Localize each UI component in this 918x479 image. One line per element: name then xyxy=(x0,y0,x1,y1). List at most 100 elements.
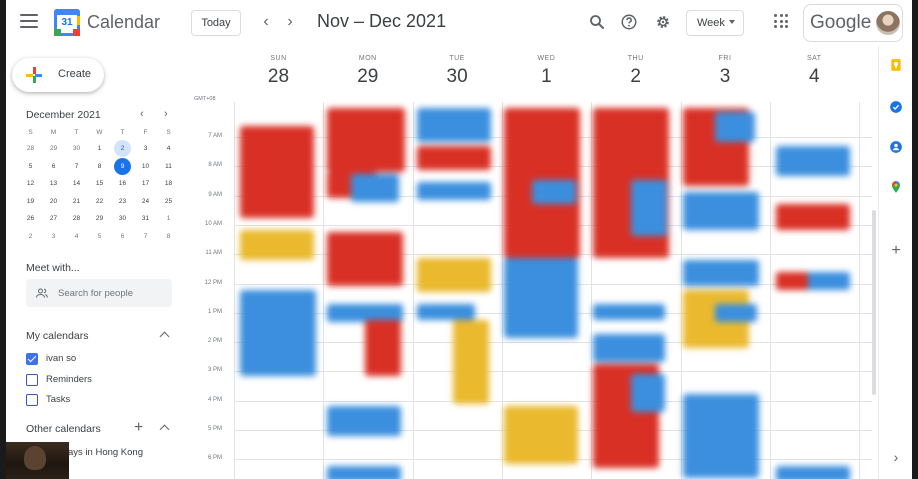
day-header[interactable]: TUE 30 xyxy=(413,55,502,88)
event-block[interactable] xyxy=(240,290,316,376)
calendar-item-label[interactable]: ays in Hong Kong xyxy=(68,447,143,458)
collapse-my-calendars-icon[interactable] xyxy=(159,331,170,342)
event-block[interactable] xyxy=(631,180,668,236)
mini-day[interactable]: 26 xyxy=(26,215,35,222)
mini-day[interactable]: 30 xyxy=(118,215,127,222)
mini-day[interactable]: 16 xyxy=(118,180,127,187)
event-block[interactable] xyxy=(452,320,489,404)
day-header[interactable]: FRI 3 xyxy=(681,55,770,88)
day-header[interactable]: WED 1 xyxy=(502,55,591,88)
mini-day[interactable]: 19 xyxy=(26,197,35,205)
week-grid[interactable] xyxy=(234,102,872,479)
calendar-item[interactable]: Tasks xyxy=(26,393,176,409)
mini-day[interactable]: 10 xyxy=(141,162,150,170)
mini-day[interactable]: 21 xyxy=(72,197,81,205)
mini-day[interactable]: 29 xyxy=(95,215,104,222)
mini-day[interactable]: 2 xyxy=(28,232,33,240)
contacts-icon[interactable] xyxy=(889,140,903,154)
event-block[interactable] xyxy=(327,466,402,479)
event-block[interactable] xyxy=(416,146,491,170)
main-menu-icon[interactable] xyxy=(20,14,38,30)
calendar-item[interactable]: Reminders xyxy=(26,373,176,389)
event-block[interactable] xyxy=(682,192,759,230)
account-switcher[interactable]: Google xyxy=(803,4,903,42)
event-block[interactable] xyxy=(631,374,666,412)
event-block[interactable] xyxy=(416,182,491,200)
event-block[interactable] xyxy=(416,258,491,292)
mini-day[interactable]: 12 xyxy=(26,180,35,187)
event-block[interactable] xyxy=(503,258,578,338)
mini-day[interactable]: 20 xyxy=(49,197,58,205)
event-block[interactable] xyxy=(714,112,755,142)
mini-day[interactable]: 6 xyxy=(51,162,56,170)
mini-day[interactable]: 11 xyxy=(165,162,172,170)
mini-day[interactable]: 13 xyxy=(49,180,58,187)
mini-day[interactable]: 23 xyxy=(118,197,127,205)
mini-day[interactable]: 9 xyxy=(111,157,134,176)
mini-day[interactable]: 4 xyxy=(166,145,171,152)
avatar[interactable] xyxy=(876,11,900,35)
day-header[interactable]: MON 29 xyxy=(323,55,412,88)
mini-day[interactable]: 28 xyxy=(26,145,35,152)
mini-day[interactable]: 30 xyxy=(72,145,81,152)
add-addon-icon[interactable]: + xyxy=(891,242,901,259)
search-icon[interactable] xyxy=(588,13,606,31)
keep-icon[interactable] xyxy=(889,58,903,72)
day-number[interactable]: 30 xyxy=(446,66,468,87)
event-block[interactable] xyxy=(327,304,404,322)
mini-day[interactable]: 25 xyxy=(164,197,173,205)
day-header[interactable]: SUN 28 xyxy=(234,55,323,88)
event-block[interactable] xyxy=(365,320,402,376)
search-people-input[interactable]: Search for people xyxy=(26,279,172,307)
event-block[interactable] xyxy=(503,406,578,464)
mini-day[interactable]: 8 xyxy=(97,162,102,170)
mini-day[interactable]: 2 xyxy=(111,140,134,158)
mini-day[interactable]: 8 xyxy=(166,232,171,240)
event-block[interactable] xyxy=(593,334,666,362)
day-number[interactable]: 2 xyxy=(630,66,641,87)
mini-day[interactable]: 15 xyxy=(95,180,104,187)
maps-icon[interactable] xyxy=(889,180,903,194)
expand-panel-icon[interactable]: › xyxy=(893,449,899,465)
view-switcher-button[interactable]: Week xyxy=(686,10,744,36)
chevron-right-icon[interactable]: › xyxy=(287,13,293,30)
mini-day[interactable]: 24 xyxy=(141,197,150,205)
calendar-item[interactable]: ivan so xyxy=(26,352,176,368)
tasks-icon[interactable] xyxy=(889,100,903,114)
calendar-checkbox[interactable] xyxy=(26,353,38,365)
event-block[interactable] xyxy=(714,304,757,322)
mini-day[interactable]: 4 xyxy=(74,232,79,240)
mini-day[interactable]: 7 xyxy=(143,232,148,240)
event-block[interactable] xyxy=(327,232,404,286)
mini-day[interactable]: 14 xyxy=(72,180,81,187)
day-number[interactable]: 28 xyxy=(267,66,290,87)
mini-day[interactable]: 22 xyxy=(95,197,104,205)
event-block[interactable] xyxy=(775,466,850,479)
mini-day[interactable]: 17 xyxy=(141,180,150,187)
add-other-calendar-icon[interactable]: + xyxy=(134,419,144,436)
mini-day[interactable]: 31 xyxy=(141,215,150,222)
day-number[interactable]: 4 xyxy=(809,66,820,87)
mini-day[interactable]: 7 xyxy=(74,162,79,170)
mini-prev-icon[interactable]: ‹ xyxy=(140,108,144,120)
event-block[interactable] xyxy=(775,146,850,176)
event-block[interactable] xyxy=(682,260,759,286)
event-block[interactable] xyxy=(775,204,850,230)
create-button[interactable]: Create xyxy=(12,58,104,92)
mini-day[interactable]: 1 xyxy=(166,215,171,222)
today-button[interactable]: Today xyxy=(191,10,241,36)
help-icon[interactable] xyxy=(620,13,638,31)
day-header[interactable]: THU 2 xyxy=(591,55,680,88)
event-block[interactable] xyxy=(351,174,400,202)
event-block[interactable] xyxy=(240,230,314,260)
day-number[interactable]: 1 xyxy=(541,66,552,87)
event-block[interactable] xyxy=(593,304,666,320)
mini-day[interactable]: 28 xyxy=(72,215,81,222)
day-header[interactable]: SAT 4 xyxy=(770,55,859,88)
mini-day[interactable]: 1 xyxy=(97,145,102,152)
calendar-checkbox[interactable] xyxy=(26,373,38,386)
event-block[interactable] xyxy=(531,180,576,204)
google-apps-icon[interactable] xyxy=(774,14,788,28)
day-number[interactable]: 3 xyxy=(719,66,731,87)
mini-day[interactable]: 29 xyxy=(49,145,58,152)
